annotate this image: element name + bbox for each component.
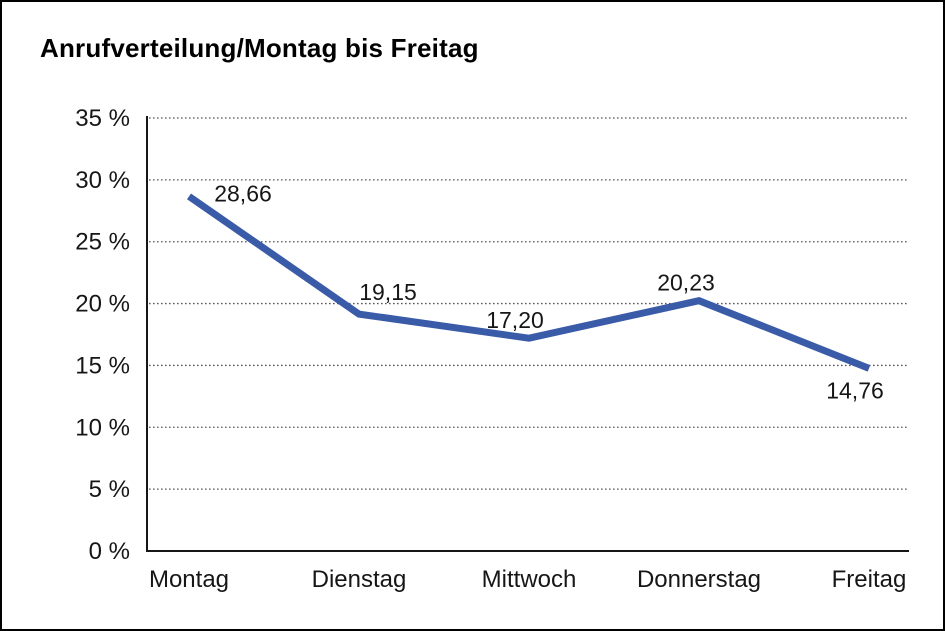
y-tick-label: 0 %: [89, 538, 130, 565]
data-label: 20,23: [657, 270, 715, 296]
chart-title: Anrufverteilung/Montag bis Freitag: [40, 33, 479, 63]
y-tick-label: 35 %: [75, 105, 130, 132]
y-tick-label: 25 %: [75, 229, 130, 256]
y-tick-label: 20 %: [75, 291, 130, 318]
y-tick-label: 10 %: [75, 414, 130, 441]
x-category-label: Montag: [149, 566, 229, 593]
x-category-label: Donnerstag: [637, 566, 761, 593]
data-line: [187, 193, 871, 372]
data-label: 17,20: [486, 307, 544, 333]
x-category-label: Dienstag: [312, 566, 407, 593]
x-category-label: Mittwoch: [482, 566, 577, 593]
data-label: 28,66: [214, 180, 272, 206]
x-category-label: Freitag: [832, 566, 907, 593]
y-tick-label: 5 %: [89, 476, 130, 503]
data-label: 14,76: [826, 377, 884, 403]
data-label: 19,15: [359, 279, 417, 305]
y-tick-label: 15 %: [75, 352, 130, 379]
y-tick-label: 30 %: [75, 167, 130, 194]
